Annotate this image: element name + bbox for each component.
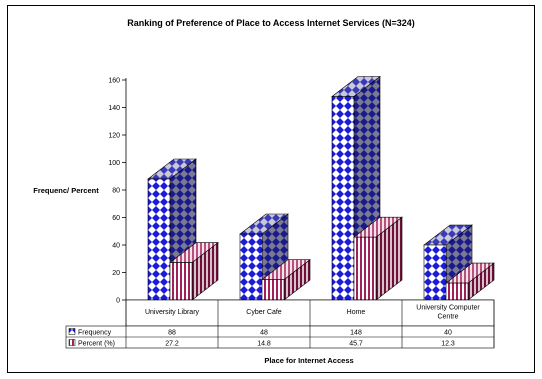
y-axis-label: Frequenc/ Percent [33,186,99,195]
y-tick-label: 20 [112,270,120,277]
bar-percent-3-front [445,282,469,301]
legend-swatch-0 [68,328,76,335]
category-label-3: University Computer [416,305,480,312]
y-tick-label: 60 [112,215,120,222]
legend-label-0: Frequency [78,330,112,337]
category-label-0: University Library [145,309,200,316]
bar-percent-2 [353,216,403,301]
y-tick-label: 80 [112,188,120,195]
data-label-1-2: 45.7 [349,341,363,348]
x-axis-label: Place for Internet Access [264,356,353,365]
y-tick-label: 100 [108,160,120,167]
category-label-3: Centre [437,314,458,321]
data-label-1-1: 14.8 [257,341,271,348]
plot-area: 0 20 40 60 80 100 120 140 160 [108,75,495,305]
data-label-0-2: 148 [350,330,362,337]
legend-label-1: Percent (%) [78,341,115,348]
data-label-0-1: 48 [260,330,268,337]
chart-frame: Ranking of Preference of Place to Access… [7,5,535,373]
category-label-1: Cyber Cafe [246,309,282,316]
data-label-1-0: 27.2 [165,341,179,348]
y-tick-label: 40 [112,243,120,250]
category-label-2: Home [347,309,366,316]
data-label-0-0: 88 [168,330,176,337]
y-tick-label: 120 [108,133,120,140]
chart-svg: Ranking of Preference of Place to Access… [33,18,495,365]
bar-percent-3 [445,262,495,301]
bar-frequency-3-front [423,244,447,301]
bar-percent-1-front [261,279,285,301]
data-label-0-3: 40 [444,330,452,337]
legend-swatch-1 [68,339,76,346]
y-tick-label: 160 [108,78,120,85]
bar-percent-1 [261,259,311,301]
bar-frequency-0-front [147,178,171,301]
bar-frequency-1-front [239,233,263,301]
data-table: University Library Cyber Cafe Home Universi… [65,299,495,349]
data-label-1-3: 12.3 [441,341,455,348]
y-tick-label: 0 [116,298,120,305]
chart-title: Ranking of Preference of Place to Access… [127,18,415,28]
bar-frequency-2-front [331,96,355,301]
y-tick-label: 140 [108,105,120,112]
bar-percent-0-front [169,262,193,301]
bar-percent-2-front [353,236,377,301]
